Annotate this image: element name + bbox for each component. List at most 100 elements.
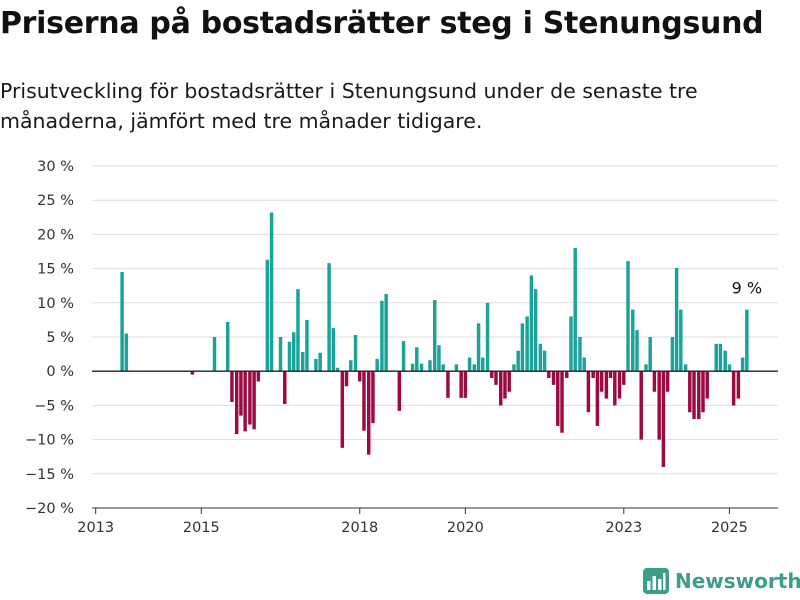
bar: [714, 343, 718, 372]
bar: [463, 371, 468, 398]
bar: [437, 345, 441, 372]
bar-chart-logo-icon: [643, 568, 669, 594]
bar: [467, 357, 472, 372]
bar: [547, 371, 551, 379]
bar: [644, 364, 648, 372]
bar: [397, 371, 402, 411]
bar: [371, 371, 375, 424]
y-tick-label: 30 %: [37, 159, 74, 175]
bar: [635, 330, 639, 372]
bar: [476, 323, 481, 372]
bar: [578, 337, 582, 372]
bar: [631, 309, 635, 372]
bar: [512, 364, 516, 372]
bar: [697, 371, 701, 420]
y-tick-label: 0 %: [46, 364, 74, 380]
bar: [485, 302, 490, 372]
bar: [727, 364, 732, 372]
bar: [556, 371, 560, 426]
x-tick-label: 2018: [341, 520, 378, 536]
bar: [665, 371, 670, 392]
bar: [419, 363, 424, 372]
chart-subtitle: Prisutveckling för bostadsrätter i Stenu…: [0, 79, 698, 133]
bar: [340, 371, 345, 448]
bar: [410, 363, 415, 372]
bar: [516, 350, 520, 372]
bar: [292, 332, 296, 372]
bar: [608, 371, 613, 379]
bar: [701, 371, 705, 413]
bar: [335, 367, 340, 372]
y-tick-label: 5 %: [46, 330, 74, 346]
bar: [494, 371, 498, 385]
y-tick-label: −5 %: [34, 398, 74, 414]
bar: [639, 371, 643, 440]
bar: [674, 267, 679, 372]
bar: [573, 248, 577, 372]
bar: [283, 371, 287, 405]
bar: [736, 371, 741, 399]
annotation-last-value: 9 %: [732, 279, 762, 298]
bar: [499, 371, 503, 406]
bar: [362, 371, 366, 431]
bar: [459, 371, 463, 398]
bar: [657, 371, 661, 440]
bar: [560, 371, 564, 433]
bar: [269, 212, 274, 372]
bar: [745, 309, 749, 372]
bar: [296, 289, 300, 372]
bar: [225, 321, 230, 372]
bar: [569, 316, 573, 372]
bar: [428, 360, 432, 372]
bar: [622, 371, 626, 385]
bar: [265, 259, 270, 372]
bar: [353, 334, 358, 372]
bar: [248, 371, 252, 425]
bar: [305, 319, 309, 372]
chart-title: Priserna på bostadsrätter steg i Stenung…: [0, 6, 764, 41]
bar: [542, 350, 547, 372]
bar: [723, 350, 727, 372]
bars: [120, 212, 749, 467]
bar: [401, 341, 406, 372]
bar: [433, 300, 437, 372]
brand-name: Newsworthy: [675, 569, 800, 593]
x-axis: 2013 2015 2018 2020 2023 2025: [77, 508, 748, 536]
bar: [252, 371, 256, 430]
bar: [533, 289, 538, 372]
bar: [380, 300, 384, 372]
bar: [234, 371, 239, 435]
bar: [441, 364, 445, 372]
bar: [507, 371, 511, 392]
bar: [256, 371, 261, 382]
bar: [661, 371, 666, 467]
bar: [366, 371, 371, 455]
bar: [604, 371, 609, 399]
x-tick-label: 2013: [77, 520, 114, 536]
bar: [384, 293, 388, 372]
y-tick-label: −20 %: [25, 501, 74, 517]
bar: [538, 343, 543, 372]
bar: [586, 371, 591, 413]
bar: [490, 371, 494, 379]
bar: [230, 371, 234, 402]
bar: [314, 358, 318, 372]
bar: [472, 364, 477, 372]
bar: [525, 316, 529, 372]
bar: [344, 371, 349, 387]
bar: [652, 371, 657, 392]
bar: [613, 371, 617, 406]
bar: [331, 328, 336, 372]
bar: [446, 371, 450, 398]
bar: [124, 333, 129, 372]
bar: [617, 371, 622, 399]
x-tick-label: 2023: [605, 520, 642, 536]
bar: [599, 371, 604, 392]
bar-chart: −20 % −15 % −10 % −5 % 0 % 5 % 10 % 15 % 20 % 25 …: [25, 159, 778, 536]
bar: [595, 371, 600, 426]
y-axis-labels: −20 % −15 % −10 % −5 % 0 % 5 % 10 % 15 % 20 % 25 …: [25, 159, 74, 517]
bar: [705, 371, 709, 399]
bar: [688, 371, 692, 413]
bar: [683, 364, 688, 372]
bar: [212, 337, 217, 372]
